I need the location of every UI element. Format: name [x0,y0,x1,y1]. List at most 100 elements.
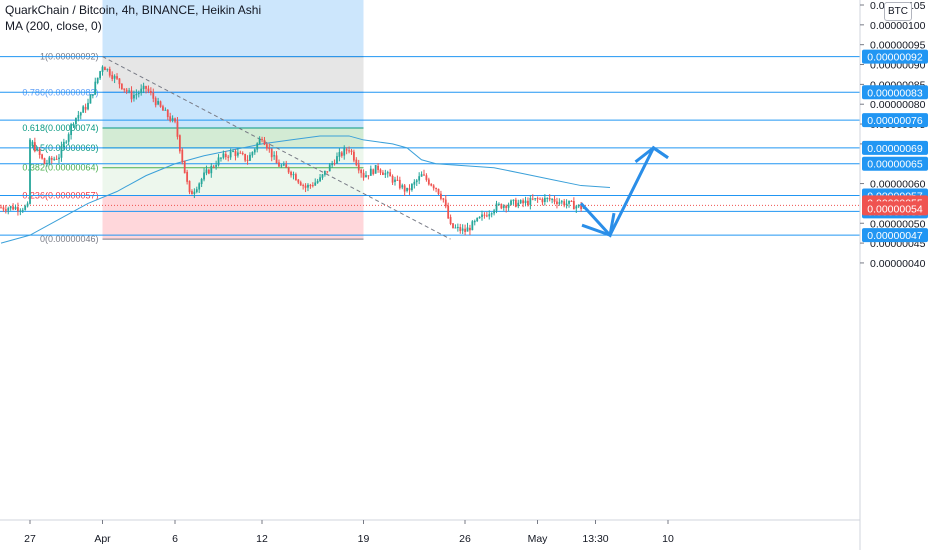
candle-body [149,90,152,93]
time-tick-label: 19 [358,533,370,545]
time-axis[interactable]: 27 Apr 6 12 19 26 May 13:30 10 [24,520,674,545]
candle-body [469,227,471,231]
price-level-tag: 0.00000069 [867,143,923,155]
candle-body [195,189,198,192]
candle-body [539,198,541,200]
candle-body [350,150,353,152]
candle-body [328,164,331,172]
candle-body [401,185,404,188]
candle-body [91,94,94,96]
candle-body [319,177,321,182]
candle-body [382,172,384,175]
candle-body [394,179,396,182]
candle-body [278,162,280,167]
candle-body [222,153,225,158]
price-tick-label: 0.00000050 [870,218,926,230]
candle-body [38,148,41,155]
candle-body [17,207,19,211]
candle-body [527,200,529,206]
candle-body [456,226,459,228]
price-tick-label: 0.00000095 [870,40,926,52]
candle-body [239,152,242,154]
candle-body [386,172,389,174]
candle-body [77,115,80,119]
candle-body [249,154,251,161]
candle-body [384,173,387,175]
candle-body [548,197,551,200]
candle-body [333,163,336,165]
candle-body [435,187,437,189]
candle-body [128,90,131,92]
candle-body [84,106,87,110]
price-level-tag: 0.00000092 [867,52,923,64]
candle-body [292,174,295,176]
price-level-tag-bg [862,228,928,243]
time-tick-label: 26 [459,533,471,545]
candle-body [577,204,580,207]
time-tick-label: Apr [94,533,111,545]
candle-body [282,164,285,166]
candle-body [94,81,97,95]
candle-body [174,118,176,122]
candle-body [307,184,309,188]
candle-body [227,156,230,158]
candle-body [321,174,324,178]
currency-button[interactable]: BTC [884,2,912,21]
candle-body [19,210,22,212]
candle-body [398,179,401,189]
candle-body [96,77,99,83]
fib-band [102,92,364,129]
candle-body [343,148,346,156]
candle-body [466,227,469,232]
candle-body [48,157,51,164]
candle-body [111,74,114,80]
candle-body [353,151,355,161]
candle-body [379,169,382,173]
candle-body [449,217,452,224]
candle-body [273,155,276,157]
candle-body [529,197,532,205]
candle-body [183,160,186,174]
candle-body [2,207,5,210]
candle-body [360,169,363,174]
candle-body [212,166,215,168]
candle-body [118,78,121,85]
candle-body [408,188,411,191]
candle-body [234,151,237,157]
candle-body [505,205,508,208]
candle-body [541,198,544,203]
candle-body [7,208,10,211]
candle-body [290,171,292,176]
candle-body [130,90,133,100]
candle-body [372,169,375,175]
candle-body [299,182,302,186]
candle-body [304,185,307,188]
price-level-tag-bg [862,156,928,171]
candle-body [442,198,445,200]
candle-body [178,135,181,152]
candle-body [193,191,196,194]
ma-indicator-legend[interactable]: MA (200, close, 0) [5,19,102,33]
time-tick-label: 27 [24,533,36,545]
candle-body [261,139,263,141]
candle-body [476,217,479,222]
candle-body [186,171,189,182]
candle-body [241,152,244,155]
candle-body [164,109,167,111]
candle-body [113,75,116,79]
price-axis[interactable]: 0.000001050.000001000.000000950.00000090… [860,0,928,270]
candle-body [357,164,360,171]
candle-body [46,163,48,165]
candle-body [244,153,247,161]
candle-body [205,169,208,174]
price-tick-label: 0.00000100 [870,20,926,32]
time-tick-label: 13:30 [582,533,608,545]
candle-body [420,174,423,177]
candle-body [120,83,123,90]
candle-body [452,223,454,229]
candle-body [345,149,348,151]
candle-body [488,214,491,217]
plot-area[interactable]: 1(0.00000092)0.786(0.00000083)0.618(0.00… [0,0,860,244]
